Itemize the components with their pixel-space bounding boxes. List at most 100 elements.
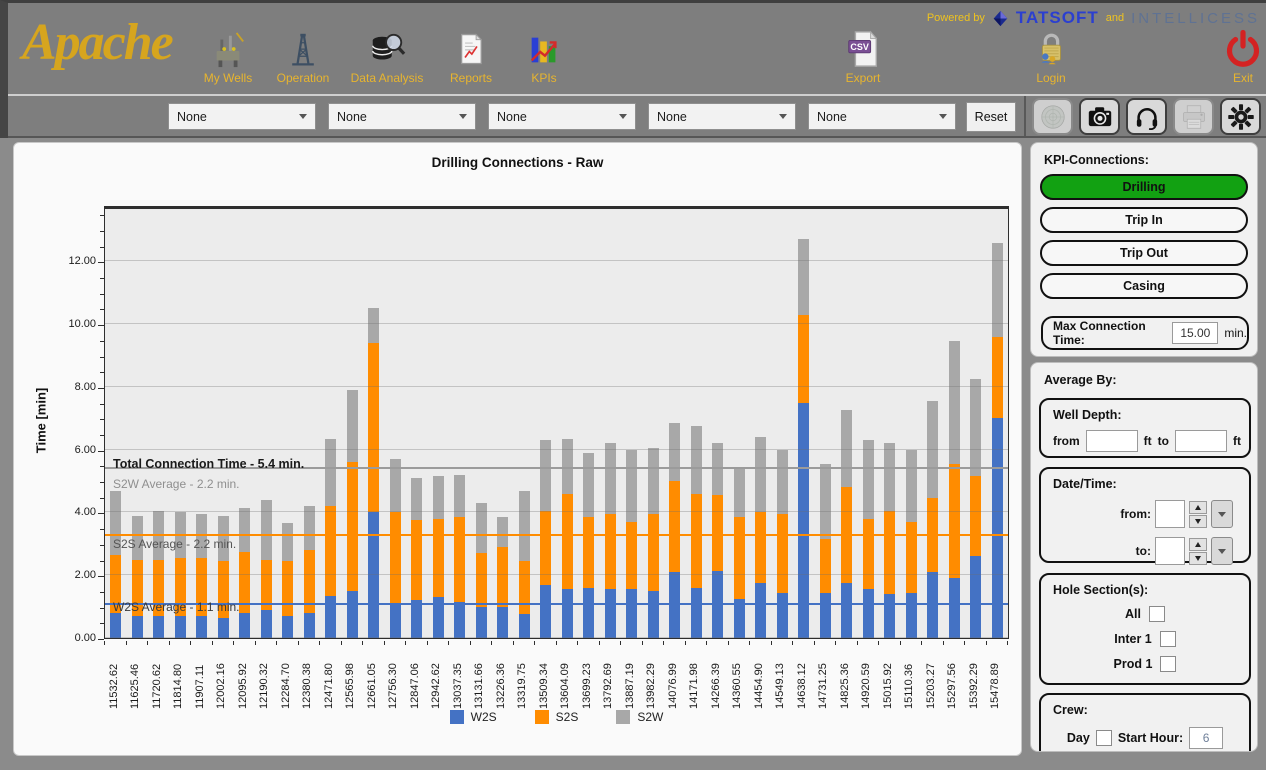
gear-button[interactable]: [1220, 98, 1261, 135]
bar-segment-s2s[interactable]: [454, 517, 466, 602]
bar-segment-s2w[interactable]: [798, 239, 810, 315]
nav-item-operation[interactable]: Operation: [265, 23, 341, 85]
bar-segment-w2s[interactable]: [325, 595, 337, 638]
bar-segment-s2w[interactable]: [669, 423, 681, 482]
bar-segment-s2s[interactable]: [626, 521, 638, 590]
bar-segment-w2s[interactable]: [217, 617, 229, 638]
bar-segment-s2s[interactable]: [497, 547, 509, 607]
bar-segment-s2w[interactable]: [970, 379, 982, 477]
hole-section-checkbox-all[interactable]: [1148, 606, 1165, 622]
bar-segment-w2s[interactable]: [196, 616, 208, 638]
bar-segment-s2s[interactable]: [755, 512, 767, 584]
bar-segment-w2s[interactable]: [432, 597, 444, 638]
kpi-button-trip-in[interactable]: Trip In: [1040, 207, 1248, 233]
bar-segment-s2s[interactable]: [325, 506, 337, 596]
max-connection-time-input[interactable]: [1172, 322, 1219, 344]
bar-segment-s2w[interactable]: [841, 410, 853, 488]
plot-area[interactable]: Total Connection Time - 5.4 min. S2W Aver…: [104, 206, 1009, 639]
bar-segment-s2s[interactable]: [669, 481, 681, 573]
bar-segment-s2s[interactable]: [282, 561, 294, 617]
bar-segment-w2s[interactable]: [260, 609, 272, 638]
bar-segment-s2s[interactable]: [239, 551, 251, 613]
bar-segment-w2s[interactable]: [626, 589, 638, 638]
bar-segment-w2s[interactable]: [368, 512, 380, 638]
nav-item-my-wells[interactable]: My Wells: [191, 23, 265, 85]
bar-segment-s2s[interactable]: [948, 463, 960, 579]
filter-dropdown-5[interactable]: None: [808, 103, 956, 130]
bar-segment-w2s[interactable]: [884, 594, 896, 638]
bar-segment-s2w[interactable]: [196, 514, 208, 558]
bar-segment-w2s[interactable]: [991, 418, 1003, 638]
bar-segment-w2s[interactable]: [819, 592, 831, 638]
bar-segment-w2s[interactable]: [174, 616, 186, 638]
bar-segment-s2s[interactable]: [884, 510, 896, 595]
bar-segment-s2w[interactable]: [862, 440, 874, 519]
reset-button[interactable]: Reset: [966, 102, 1016, 132]
bar-segment-s2s[interactable]: [217, 561, 229, 618]
bar-segment-w2s[interactable]: [475, 606, 487, 638]
kpi-button-trip-out[interactable]: Trip Out: [1040, 240, 1248, 266]
bar-segment-w2s[interactable]: [776, 592, 788, 638]
bar-segment-s2s[interactable]: [819, 539, 831, 593]
kpi-button-casing[interactable]: Casing: [1040, 273, 1248, 299]
bar-segment-s2w[interactable]: [819, 463, 831, 540]
bar-segment-w2s[interactable]: [153, 616, 165, 638]
bar-segment-w2s[interactable]: [733, 598, 745, 638]
bar-segment-w2s[interactable]: [239, 612, 251, 638]
filter-dropdown-4[interactable]: None: [648, 103, 796, 130]
bar-segment-s2w[interactable]: [368, 308, 380, 343]
bar-segment-s2s[interactable]: [475, 553, 487, 607]
hole-section-checkbox-inter-1[interactable]: [1159, 631, 1176, 647]
crew-start-hour-input[interactable]: [1189, 727, 1224, 749]
hole-section-checkbox-prod-1[interactable]: [1160, 656, 1177, 672]
nav-item-login[interactable]: Login: [1016, 23, 1086, 85]
bar-segment-s2s[interactable]: [196, 557, 208, 617]
bar-segment-s2s[interactable]: [604, 514, 616, 590]
bar-segment-s2s[interactable]: [690, 493, 702, 588]
bar-segment-s2w[interactable]: [497, 517, 509, 547]
bar-segment-w2s[interactable]: [303, 612, 315, 638]
bar-segment-w2s[interactable]: [389, 605, 401, 638]
bar-segment-s2w[interactable]: [604, 443, 616, 515]
bar-segment-s2w[interactable]: [583, 452, 595, 518]
bar-segment-w2s[interactable]: [690, 587, 702, 638]
kpi-button-drilling[interactable]: Drilling: [1040, 174, 1248, 200]
bar-segment-s2w[interactable]: [454, 474, 466, 518]
bar-segment-s2s[interactable]: [798, 314, 810, 403]
bar-segment-w2s[interactable]: [905, 592, 917, 638]
bar-segment-w2s[interactable]: [862, 589, 874, 638]
bar-segment-s2w[interactable]: [260, 499, 272, 560]
bar-segment-s2s[interactable]: [131, 559, 143, 617]
bar-segment-w2s[interactable]: [755, 583, 767, 638]
bar-segment-s2s[interactable]: [712, 495, 724, 571]
bar-segment-s2s[interactable]: [346, 462, 358, 591]
bar-segment-s2s[interactable]: [733, 517, 745, 599]
bar-segment-w2s[interactable]: [927, 572, 939, 638]
bar-segment-w2s[interactable]: [518, 614, 530, 638]
bar-segment-s2w[interactable]: [712, 443, 724, 496]
bar-segment-s2s[interactable]: [862, 518, 874, 590]
bar-segment-w2s[interactable]: [798, 402, 810, 638]
bar-segment-s2s[interactable]: [647, 514, 659, 591]
bar-segment-s2w[interactable]: [776, 449, 788, 515]
bar-segment-w2s[interactable]: [454, 601, 466, 638]
bar-segment-s2w[interactable]: [217, 515, 229, 562]
bar-segment-s2w[interactable]: [927, 401, 939, 499]
bar-segment-s2w[interactable]: [411, 477, 423, 521]
bar-segment-s2w[interactable]: [905, 449, 917, 522]
bar-segment-w2s[interactable]: [282, 616, 294, 638]
well-depth-from-input[interactable]: [1085, 430, 1138, 452]
bar-segment-s2s[interactable]: [518, 561, 530, 615]
bar-segment-s2s[interactable]: [991, 336, 1003, 419]
bar-segment-s2s[interactable]: [561, 493, 573, 590]
bar-segment-s2w[interactable]: [540, 440, 552, 511]
bar-segment-s2w[interactable]: [755, 437, 767, 513]
bar-segment-s2s[interactable]: [260, 559, 272, 610]
bar-segment-s2s[interactable]: [389, 512, 401, 606]
bar-segment-w2s[interactable]: [110, 612, 122, 638]
nav-item-reports[interactable]: Reports: [433, 23, 509, 85]
bar-segment-w2s[interactable]: [583, 587, 595, 638]
bar-segment-s2s[interactable]: [368, 342, 380, 513]
bar-segment-s2s[interactable]: [174, 557, 186, 617]
nav-item-export[interactable]: CSV Export: [828, 23, 898, 85]
